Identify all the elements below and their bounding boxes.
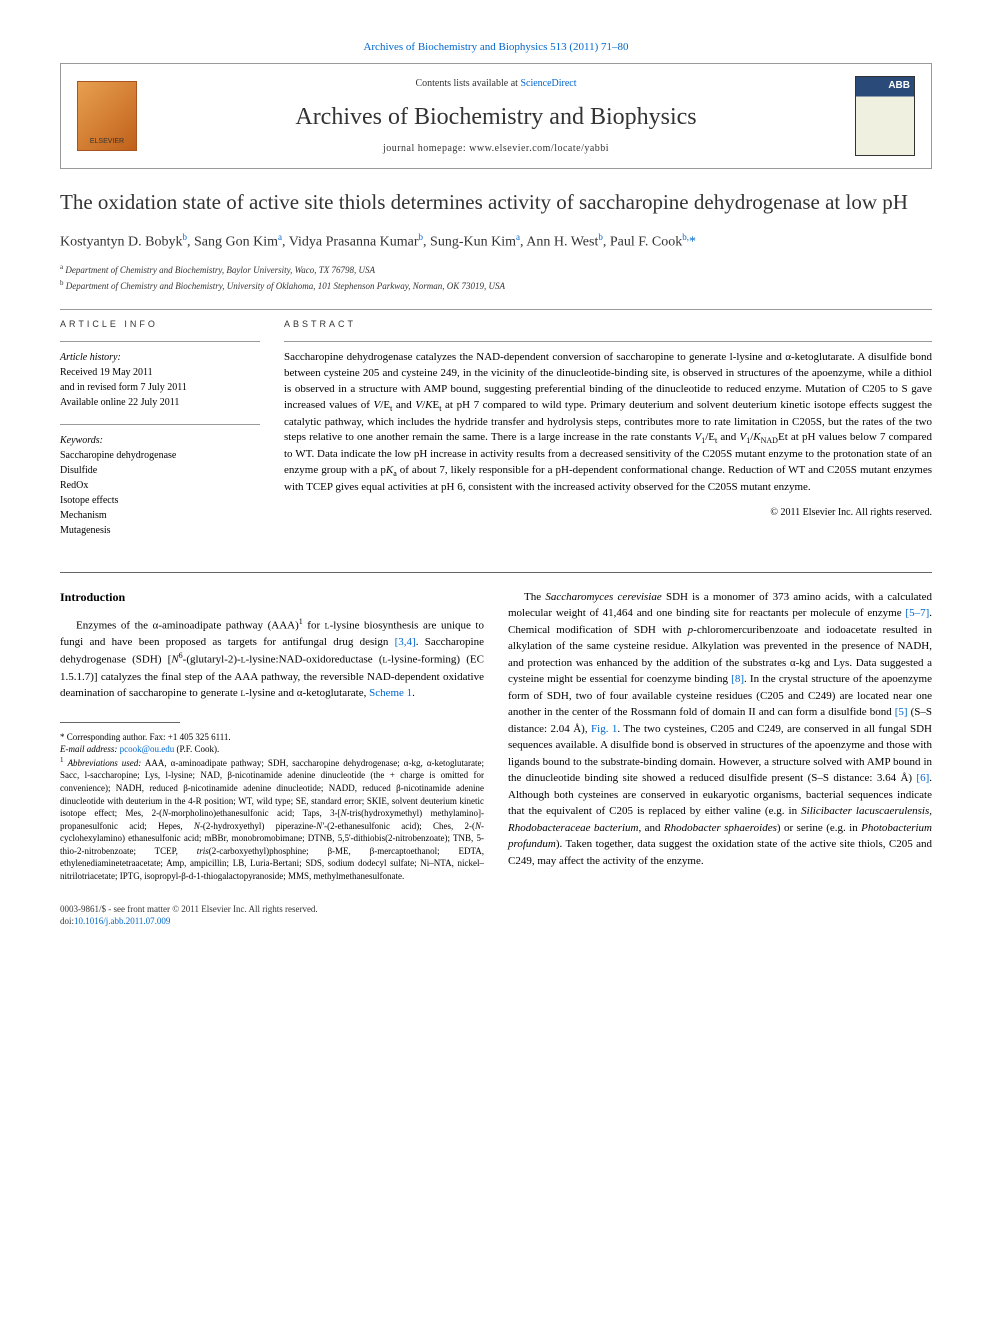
history-label: Article history: [60, 350, 260, 365]
keyword: Mechanism [60, 508, 260, 523]
abstract-text: Saccharopine dehydrogenase catalyzes the… [284, 350, 932, 496]
history-line: Received 19 May 2011 [60, 365, 260, 380]
journal-cover-thumb[interactable] [855, 76, 915, 156]
introduction-header: Introduction [60, 589, 484, 606]
contents-available-line: Contents lists available at ScienceDirec… [153, 77, 839, 91]
article-info-header: ARTICLE INFO [60, 318, 260, 331]
citation-header[interactable]: Archives of Biochemistry and Biophysics … [60, 40, 932, 55]
header-center: Contents lists available at ScienceDirec… [153, 77, 839, 157]
doi-link[interactable]: 10.1016/j.abb.2011.07.009 [74, 916, 170, 926]
keyword: Saccharopine dehydrogenase [60, 448, 260, 463]
keywords-label: Keywords: [60, 433, 260, 448]
affiliations: a Department of Chemistry and Biochemist… [60, 262, 932, 293]
divider [60, 309, 932, 310]
journal-name: Archives of Biochemistry and Biophysics [153, 101, 839, 135]
footer-block: 0003-9861/$ - see front matter © 2011 El… [60, 903, 484, 928]
sciencedirect-link[interactable]: ScienceDirect [520, 78, 576, 89]
email-footnote: E-mail address: pcook@ou.edu (P.F. Cook)… [60, 743, 484, 756]
abstract-column: ABSTRACT Saccharopine dehydrogenase cata… [284, 318, 932, 552]
divider [60, 424, 260, 425]
info-abstract-row: ARTICLE INFO Article history: Received 1… [60, 318, 932, 552]
footer-doi: doi:10.1016/j.abb.2011.07.009 [60, 915, 484, 928]
elsevier-logo[interactable]: ELSEVIER [77, 81, 137, 151]
history-line: and in revised form 7 July 2011 [60, 380, 260, 395]
divider-thick [60, 572, 932, 573]
divider [60, 341, 260, 342]
homepage-line: journal homepage: www.elsevier.com/locat… [153, 142, 839, 156]
keyword: Disulfide [60, 463, 260, 478]
affiliation-b: b Department of Chemistry and Biochemist… [60, 278, 932, 294]
keyword: Isotope effects [60, 493, 260, 508]
keyword: RedOx [60, 478, 260, 493]
article-info-column: ARTICLE INFO Article history: Received 1… [60, 318, 260, 552]
keyword: Mutagenesis [60, 523, 260, 538]
body-right-column: The Saccharomyces cerevisiae SDH is a mo… [508, 589, 932, 928]
intro-para-1: Enzymes of the α-aminoadipate pathway (A… [60, 616, 484, 702]
abbreviations-footnote: 1 Abbreviations used: AAA, α-aminoadipat… [60, 756, 484, 883]
abstract-copyright: © 2011 Elsevier Inc. All rights reserved… [284, 506, 932, 520]
corresponding-author-footnote: * Corresponding author. Fax: +1 405 325 … [60, 731, 484, 744]
email-label: E-mail address: [60, 744, 120, 754]
contents-prefix: Contents lists available at [415, 78, 520, 89]
affiliation-a: a Department of Chemistry and Biochemist… [60, 262, 932, 278]
body-columns: Introduction Enzymes of the α-aminoadipa… [60, 589, 932, 928]
footnote-separator [60, 722, 180, 723]
authors-line: Kostyantyn D. Bobykb, Sang Gon Kima, Vid… [60, 231, 932, 253]
body-left-column: Introduction Enzymes of the α-aminoadipa… [60, 589, 484, 928]
article-title: The oxidation state of active site thiol… [60, 189, 932, 216]
footer-copyright: 0003-9861/$ - see front matter © 2011 El… [60, 903, 484, 916]
elsevier-logo-text: ELSEVIER [90, 137, 124, 147]
history-line: Available online 22 July 2011 [60, 395, 260, 410]
keywords-block: Keywords: Saccharopine dehydrogenase Dis… [60, 433, 260, 538]
homepage-url[interactable]: www.elsevier.com/locate/yabbi [469, 143, 609, 154]
abstract-header: ABSTRACT [284, 318, 932, 331]
email-suffix: (P.F. Cook). [174, 744, 219, 754]
intro-para-2: The Saccharomyces cerevisiae SDH is a mo… [508, 589, 932, 870]
title-section: The oxidation state of active site thiol… [60, 189, 932, 293]
divider [284, 341, 932, 342]
journal-header-box: ELSEVIER Contents lists available at Sci… [60, 63, 932, 169]
history-block: Article history: Received 19 May 2011 an… [60, 350, 260, 410]
author-email-link[interactable]: pcook@ou.edu [120, 744, 175, 754]
homepage-prefix: journal homepage: [383, 143, 469, 154]
